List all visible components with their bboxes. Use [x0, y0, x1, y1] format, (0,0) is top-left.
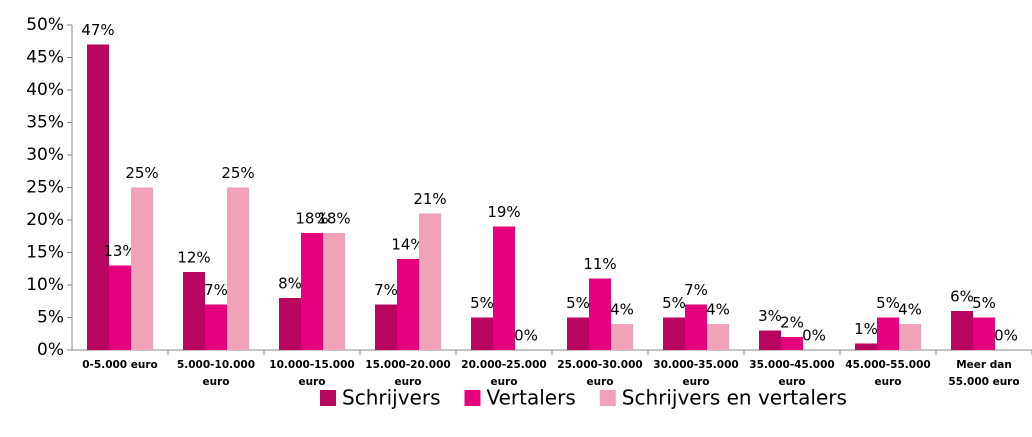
y-tick-label: 35%: [26, 113, 64, 133]
y-tick-label: 5%: [37, 308, 64, 328]
y-tick-label: 25%: [26, 178, 64, 198]
data-label: 11%: [583, 255, 616, 273]
bar: [781, 337, 803, 350]
data-label: 3%: [758, 307, 782, 325]
data-label: 18%: [295, 210, 328, 228]
y-tick-label: 10%: [26, 275, 64, 295]
data-label: 21%: [413, 190, 446, 208]
legend-swatch: [320, 390, 336, 406]
data-label: 0%: [514, 327, 538, 345]
legend-label: Schrijvers en vertalers: [622, 386, 847, 410]
data-label: 0%: [994, 327, 1018, 345]
x-tick-label: Meer dan: [956, 359, 1012, 371]
data-label: 25%: [125, 164, 158, 182]
data-label: 5%: [470, 294, 494, 312]
bar: [973, 317, 995, 350]
x-tick-label: 10.000-15.000: [269, 359, 354, 371]
x-tick-label: 15.000-20.000: [365, 359, 450, 371]
y-tick-label: 50%: [26, 15, 64, 35]
data-label: 6%: [950, 288, 974, 306]
bar: [109, 265, 131, 350]
data-label: 7%: [374, 281, 398, 299]
bar: [87, 44, 109, 350]
bar: [183, 272, 205, 350]
data-label: 12%: [177, 249, 210, 267]
data-label: 0%: [802, 327, 826, 345]
y-tick-label: 20%: [26, 210, 64, 230]
x-tick-label: 25.000-30.000: [557, 359, 642, 371]
bar: [323, 233, 345, 350]
x-tick-label: 30.000-35.000: [653, 359, 738, 371]
x-tick-label: 45.000-55.000: [845, 359, 930, 371]
bar: [877, 317, 899, 350]
bar: [899, 324, 921, 350]
x-tick-label: euro: [491, 376, 518, 388]
bar: [375, 304, 397, 350]
bar: [397, 259, 419, 350]
bar: [471, 317, 493, 350]
legend-label: Schrijvers: [342, 386, 441, 410]
bar: [419, 213, 441, 350]
bar: [131, 187, 153, 350]
data-label: 8%: [278, 275, 302, 293]
bar: [493, 226, 515, 350]
x-tick-label: euro: [587, 376, 614, 388]
bar: [707, 324, 729, 350]
x-tick-label: 35.000-45.000: [749, 359, 834, 371]
y-tick-label: 30%: [26, 145, 64, 165]
x-tick-label: euro: [203, 376, 230, 388]
bar: [611, 324, 633, 350]
data-label: 4%: [610, 301, 634, 319]
data-label: 5%: [972, 294, 996, 312]
data-label: 2%: [780, 314, 804, 332]
bar: [685, 304, 707, 350]
x-tick-label: euro: [683, 376, 710, 388]
data-label: 25%: [221, 164, 254, 182]
legend-swatch: [599, 390, 616, 406]
bar: [205, 304, 227, 350]
bar: [951, 311, 973, 350]
data-label: 18%: [317, 210, 350, 228]
x-tick-label: 5.000-10.000: [177, 359, 255, 371]
y-tick-label: 15%: [26, 243, 64, 263]
bar: [663, 317, 685, 350]
data-label: 14%: [391, 236, 424, 254]
bar: [589, 278, 611, 350]
data-label: 13%: [103, 242, 136, 260]
bar: [279, 298, 301, 350]
data-label: 5%: [662, 294, 686, 312]
data-label: 5%: [876, 294, 900, 312]
data-label: 47%: [81, 21, 114, 39]
bar: [759, 330, 781, 350]
data-label: 1%: [854, 320, 878, 338]
data-label: 4%: [706, 301, 730, 319]
x-tick-label: 20.000-25.000: [461, 359, 546, 371]
x-tick-label: euro: [875, 376, 902, 388]
y-tick-label: 0%: [37, 340, 64, 360]
bar: [567, 317, 589, 350]
data-label: 4%: [898, 301, 922, 319]
data-label: 19%: [487, 203, 520, 221]
y-tick-label: 45%: [26, 48, 64, 68]
data-label: 5%: [566, 294, 590, 312]
legend-swatch: [464, 390, 481, 406]
legend-label: Vertalers: [487, 386, 576, 410]
data-label: 7%: [204, 281, 228, 299]
x-tick-label: euro: [299, 376, 326, 388]
x-tick-label: 55.000 euro: [948, 376, 1019, 388]
bar: [227, 187, 249, 350]
bar: [301, 233, 323, 350]
data-label: 7%: [684, 281, 708, 299]
y-tick-label: 40%: [26, 80, 64, 100]
x-tick-label: euro: [779, 376, 806, 388]
x-tick-label: 0-5.000 euro: [82, 359, 158, 371]
bar: [855, 343, 877, 350]
x-tick-label: euro: [395, 376, 422, 388]
